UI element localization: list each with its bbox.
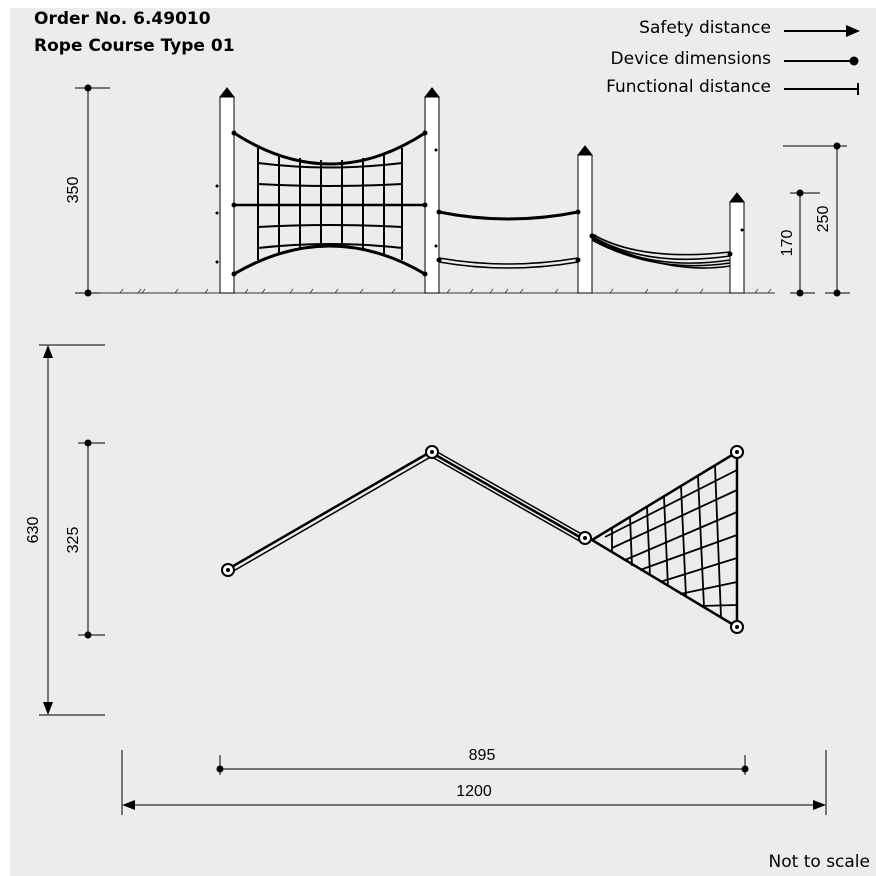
dim-height-post-4: 170 <box>779 230 796 257</box>
order-number: Order No. 6.49010 <box>34 9 211 29</box>
plan-post-4 <box>730 445 744 459</box>
post-3 <box>577 154 593 294</box>
plan-rope-1 <box>227 449 435 574</box>
plan-view <box>221 445 744 634</box>
post-2 <box>424 96 440 294</box>
legend-functional-distance: Functional distance <box>606 77 771 97</box>
elevation-dimensions <box>75 87 850 294</box>
scale-note: Not to scale <box>768 852 870 872</box>
plan-triangle-net <box>589 449 739 630</box>
net-bridge <box>591 233 731 269</box>
plan-post-2 <box>425 445 439 459</box>
plan-post-3 <box>578 531 592 545</box>
ground-grass <box>119 288 772 294</box>
legend-safety-arrow-icon <box>784 25 860 37</box>
dim-width-total: 1200 <box>456 783 492 800</box>
post-4 <box>729 201 745 294</box>
rope-traverse <box>438 210 579 269</box>
product-name: Rope Course Type 01 <box>34 36 235 56</box>
dim-height-post-3: 250 <box>815 206 832 233</box>
climbing-net <box>233 131 426 276</box>
post-1 <box>219 96 235 294</box>
elevation-view <box>80 87 775 294</box>
legend-device-dot-icon <box>784 56 859 66</box>
drawing-sheet <box>10 8 876 876</box>
posts <box>218 87 746 294</box>
legend-functional-bar-icon <box>784 83 859 95</box>
plan-dimensions <box>39 344 827 815</box>
plan-rope-2 <box>431 448 586 544</box>
plan-posts <box>221 445 744 634</box>
plan-post-5 <box>730 620 744 634</box>
dim-width-device: 895 <box>469 747 496 764</box>
dim-depth-total: 630 <box>25 517 42 544</box>
legend-device-dimensions: Device dimensions <box>610 49 771 69</box>
plan-post-1 <box>221 563 235 577</box>
legend-safety-distance: Safety distance <box>639 18 771 38</box>
dim-height-total: 350 <box>65 177 82 204</box>
fixing-dots <box>215 130 744 277</box>
dim-depth-device: 325 <box>65 527 82 554</box>
